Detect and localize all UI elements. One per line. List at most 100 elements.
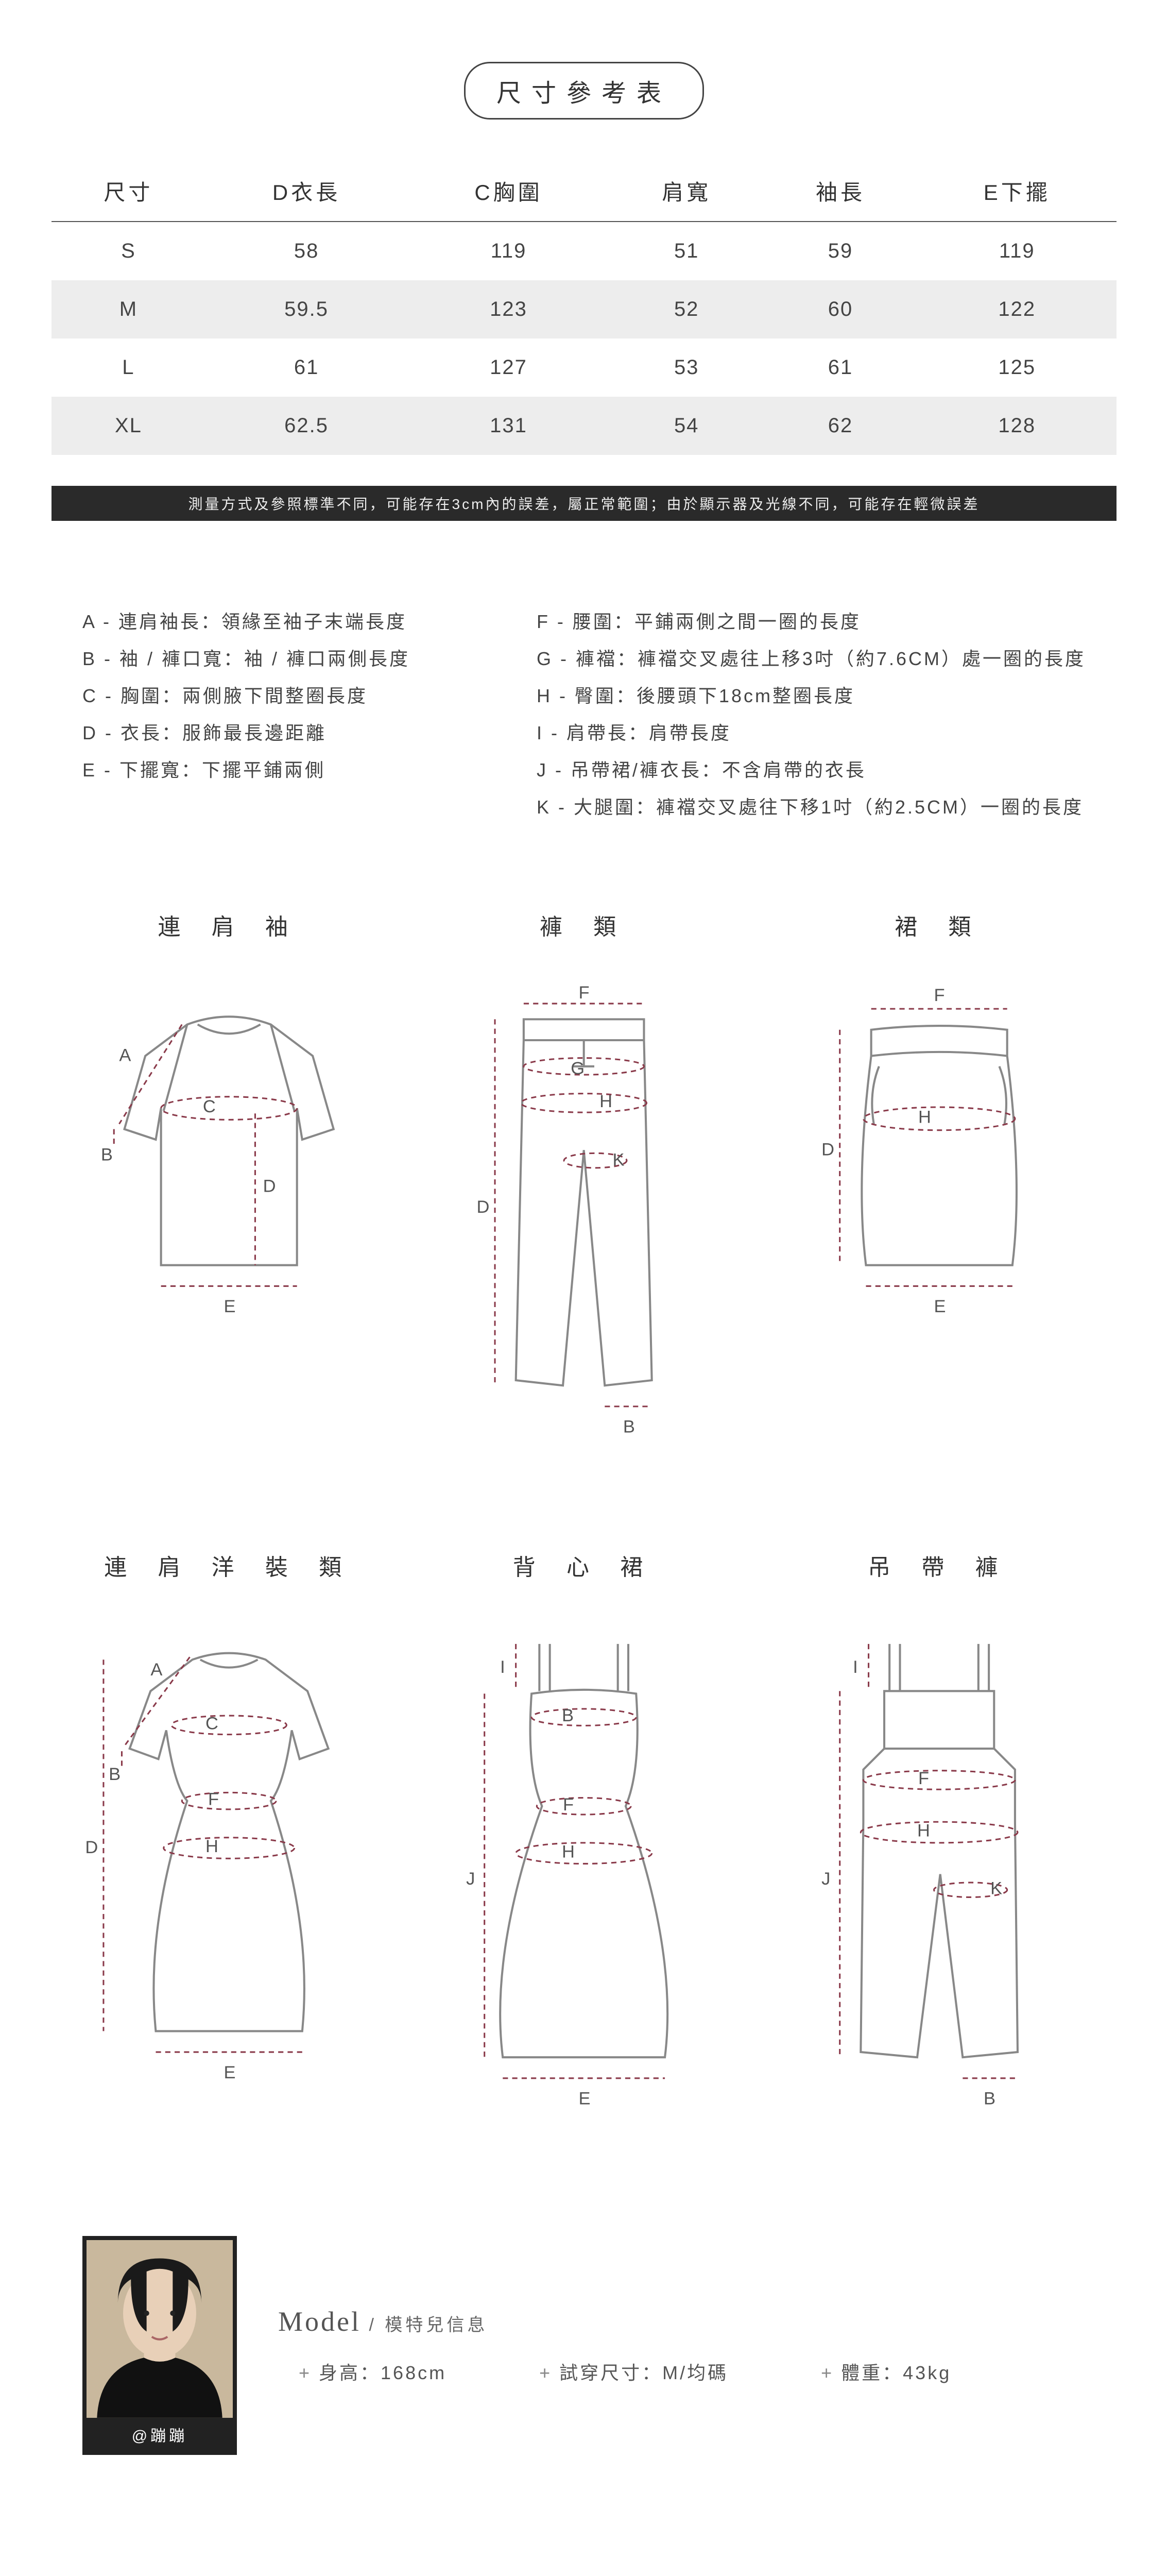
svg-text:F: F — [208, 1790, 219, 1809]
legend-item: D - 衣長：服飾最長邊距離 — [82, 715, 475, 752]
svg-text:D: D — [477, 1197, 490, 1217]
measurement-legend: A - 連肩袖長：領緣至袖子末端長度 B - 袖 / 褲口寬：袖 / 褲口兩側長… — [82, 603, 1086, 826]
model-stats: 身高：168cm 試穿尺寸：M/均碼 體重：43kg — [278, 2358, 1086, 2385]
table-row: M 59.5 123 52 60 122 — [51, 280, 1117, 338]
svg-text:E: E — [579, 2089, 591, 2109]
svg-text:D: D — [85, 1838, 98, 1857]
svg-text:F: F — [579, 983, 590, 1003]
td: M — [51, 280, 205, 338]
table-row: XL 62.5 131 54 62 128 — [51, 397, 1117, 455]
diagram-title: 背 心 裙 — [427, 1549, 741, 1582]
legend-item: B - 袖 / 褲口寬：袖 / 褲口兩側長度 — [82, 640, 475, 677]
pants-icon: F G H K D B — [427, 972, 741, 1443]
svg-text:A: A — [119, 1046, 131, 1065]
svg-text:H: H — [205, 1837, 218, 1856]
td: 62 — [764, 397, 918, 455]
th: D衣長 — [205, 161, 407, 222]
svg-text:A: A — [150, 1660, 162, 1680]
svg-text:E: E — [224, 2063, 236, 2082]
svg-text:E: E — [224, 1297, 236, 1316]
svg-text:B: B — [101, 1145, 113, 1165]
svg-text:H: H — [599, 1092, 612, 1111]
diagram-cell-cami-dress: 背 心 裙 I B F H J E — [427, 1549, 741, 2112]
diagram-cell-skirt: 裙 類 F H D E — [782, 908, 1096, 1446]
th: 尺寸 — [51, 161, 205, 222]
legend-right-col: F - 腰圍：平鋪兩側之間一圈的長度 G - 褲襠：褲襠交叉處往上移3吋（約7.… — [537, 603, 1086, 826]
legend-item: J - 吊帶裙/褲衣長：不含肩帶的衣長 — [537, 752, 1086, 789]
raglan-top-icon: A B C D E — [72, 972, 386, 1338]
model-photo: @蹦蹦 — [82, 2236, 237, 2455]
th: 袖長 — [764, 161, 918, 222]
legend-left-col: A - 連肩袖長：領緣至袖子末端長度 B - 袖 / 褲口寬：袖 / 褲口兩側長… — [82, 603, 475, 826]
td: 128 — [917, 397, 1117, 455]
td: L — [51, 338, 205, 397]
td: 51 — [610, 222, 764, 280]
diagram-title: 連 肩 袖 — [72, 908, 386, 941]
skirt-icon: F H D E — [782, 972, 1096, 1338]
measurement-note: 測量方式及參照標準不同，可能存在3cm內的誤差，屬正常範圍；由於顯示器及光線不同… — [51, 486, 1117, 521]
diagram-grid: 連 肩 袖 A B C D E 褲 類 — [72, 908, 1096, 2112]
td: 54 — [610, 397, 764, 455]
legend-item: C - 胸圍：兩側腋下間整圈長度 — [82, 677, 475, 715]
model-height: 身高：168cm — [299, 2358, 446, 2385]
diagram-title: 褲 類 — [427, 908, 741, 941]
th: 肩寬 — [610, 161, 764, 222]
td: 61 — [764, 338, 918, 397]
td: 60 — [764, 280, 918, 338]
th: C胸圍 — [407, 161, 609, 222]
table-row: L 61 127 53 61 125 — [51, 338, 1117, 397]
legend-item: G - 褲襠：褲襠交叉處往上移3吋（約7.6CM）處一圈的長度 — [537, 640, 1086, 677]
svg-text:J: J — [466, 1869, 475, 1889]
overalls-icon: I F H K J B — [782, 1613, 1096, 2110]
model-section: @蹦蹦 Model / 模特兒信息 身高：168cm 試穿尺寸：M/均碼 體重：… — [51, 2215, 1117, 2476]
model-heading-en: Model — [278, 2306, 361, 2337]
diagram-title: 吊 帶 褲 — [782, 1549, 1096, 1582]
td: 61 — [205, 338, 407, 397]
cami-dress-icon: I B F H J E — [427, 1613, 741, 2110]
legend-item: E - 下擺寬：下擺平鋪兩側 — [82, 752, 475, 789]
legend-item: A - 連肩袖長：領緣至袖子末端長度 — [82, 603, 475, 640]
model-heading: Model / 模特兒信息 — [278, 2306, 1086, 2337]
raglan-dress-icon: A B C F H D E — [72, 1613, 386, 2083]
td: 119 — [407, 222, 609, 280]
td: 125 — [917, 338, 1117, 397]
model-handle: @蹦蹦 — [87, 2418, 233, 2451]
legend-item: H - 臀圍：後腰頭下18cm整圈長度 — [537, 677, 1086, 715]
svg-text:H: H — [562, 1842, 575, 1861]
svg-text:B: B — [984, 2089, 995, 2109]
svg-text:C: C — [203, 1097, 216, 1116]
table-row: S 58 119 51 59 119 — [51, 222, 1117, 280]
svg-text:C: C — [205, 1714, 218, 1733]
svg-text:F: F — [918, 1769, 929, 1788]
diagram-cell-overalls: 吊 帶 褲 I F H K J B — [782, 1549, 1096, 2112]
svg-text:K: K — [613, 1150, 625, 1170]
td: 123 — [407, 280, 609, 338]
svg-text:B: B — [109, 1765, 121, 1784]
svg-text:E: E — [934, 1297, 946, 1316]
svg-text:F: F — [563, 1795, 574, 1815]
model-info: Model / 模特兒信息 身高：168cm 試穿尺寸：M/均碼 體重：43kg — [278, 2306, 1086, 2385]
td: 122 — [917, 280, 1117, 338]
model-heading-sub: / 模特兒信息 — [361, 2315, 488, 2335]
page-title: 尺寸參考表 — [464, 62, 704, 120]
td: 52 — [610, 280, 764, 338]
td: 62.5 — [205, 397, 407, 455]
td: XL — [51, 397, 205, 455]
svg-text:G: G — [571, 1059, 585, 1078]
size-table: 尺寸 D衣長 C胸圍 肩寬 袖長 E下擺 S 58 119 51 59 119 … — [51, 161, 1117, 455]
model-weight: 體重：43kg — [821, 2358, 951, 2385]
td: 58 — [205, 222, 407, 280]
diagram-cell-raglan-top: 連 肩 袖 A B C D E — [72, 908, 386, 1446]
svg-text:D: D — [263, 1177, 276, 1196]
td: 59 — [764, 222, 918, 280]
svg-text:F: F — [934, 986, 944, 1005]
td: 131 — [407, 397, 609, 455]
diagram-title: 裙 類 — [782, 908, 1096, 941]
svg-text:D: D — [821, 1140, 834, 1159]
td: 53 — [610, 338, 764, 397]
legend-item: F - 腰圍：平鋪兩側之間一圈的長度 — [537, 603, 1086, 640]
model-trysize: 試穿尺寸：M/均碼 — [539, 2358, 728, 2385]
td: S — [51, 222, 205, 280]
td: 119 — [917, 222, 1117, 280]
table-header-row: 尺寸 D衣長 C胸圍 肩寬 袖長 E下擺 — [51, 161, 1117, 222]
